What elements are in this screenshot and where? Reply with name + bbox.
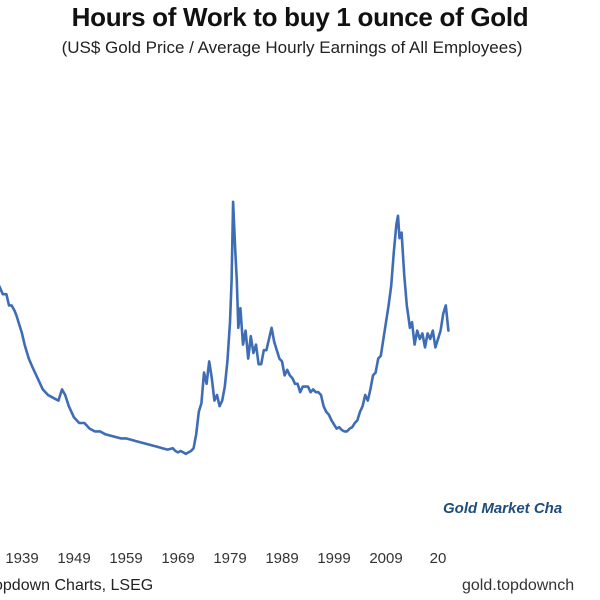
plot-area — [0, 200, 450, 456]
x-tick-label: 20 — [430, 550, 447, 567]
source-note: opdown Charts, LSEG — [0, 577, 154, 594]
x-tick-label: 2009 — [369, 550, 402, 567]
x-tick-label: 1999 — [317, 550, 350, 567]
x-tick-label: 1959 — [109, 550, 142, 567]
x-tick-label: 1989 — [265, 550, 298, 567]
chart-title: Hours of Work to buy 1 ounce of Gold — [71, 2, 529, 32]
series-line — [0, 200, 450, 456]
x-tick-label: 1979 — [213, 550, 246, 567]
x-tick-label: 1939 — [5, 550, 38, 567]
x-tick-label: 1949 — [57, 550, 90, 567]
watermark-text: Gold Market Cha — [443, 500, 563, 517]
source-url: gold.topdownch — [462, 577, 575, 594]
chart-subtitle: (US$ Gold Price / Average Hourly Earning… — [61, 38, 523, 57]
x-axis-ticks: 1939 1949 1959 1969 1979 1989 1999 2009 20 — [5, 550, 446, 567]
x-tick-label: 1969 — [161, 550, 194, 567]
